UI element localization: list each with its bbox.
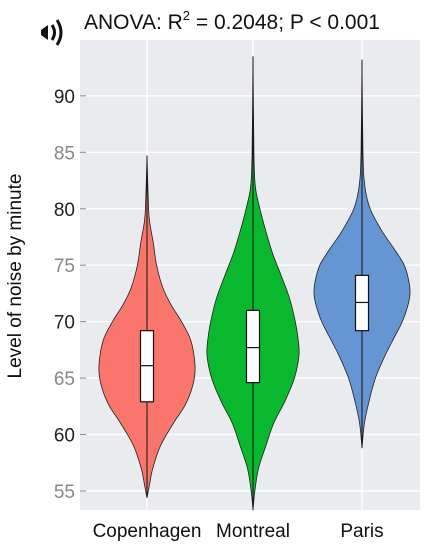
- violin-paris: [313, 59, 411, 449]
- y-tick-label: 65: [54, 369, 75, 390]
- y-tick-label: 85: [54, 143, 75, 164]
- chart-title: ANOVA: R2 = 0.2048; P < 0.001: [84, 8, 380, 35]
- x-tick-label: Copenhagen: [93, 521, 202, 542]
- y-tick-label: 75: [54, 256, 75, 277]
- sound-icon: [41, 19, 63, 46]
- y-tick-label: 55: [54, 482, 75, 503]
- y-tick-label: 60: [54, 426, 75, 447]
- violin-copenhagen: [98, 155, 196, 498]
- y-axis-ticks: 55 60 65 70 75 80 85 90: [54, 87, 86, 503]
- title-prefix: ANOVA: R: [84, 11, 183, 34]
- x-tick-label: Montreal: [216, 521, 290, 542]
- y-axis-label: Level of noise by minute: [5, 174, 26, 379]
- title-suffix: = 0.2048; P < 0.001: [190, 11, 380, 34]
- y-tick-label: 70: [54, 313, 75, 334]
- y-tick-label: 80: [54, 200, 75, 221]
- title-superscript: 2: [182, 8, 191, 23]
- y-tick-label: 90: [54, 87, 75, 108]
- violin-montreal: [206, 56, 300, 511]
- violins: [98, 56, 411, 511]
- iqr-box: [245, 309, 261, 384]
- x-tick-label: Paris: [340, 521, 383, 542]
- x-axis-ticks: Copenhagen Montreal Paris: [93, 521, 384, 542]
